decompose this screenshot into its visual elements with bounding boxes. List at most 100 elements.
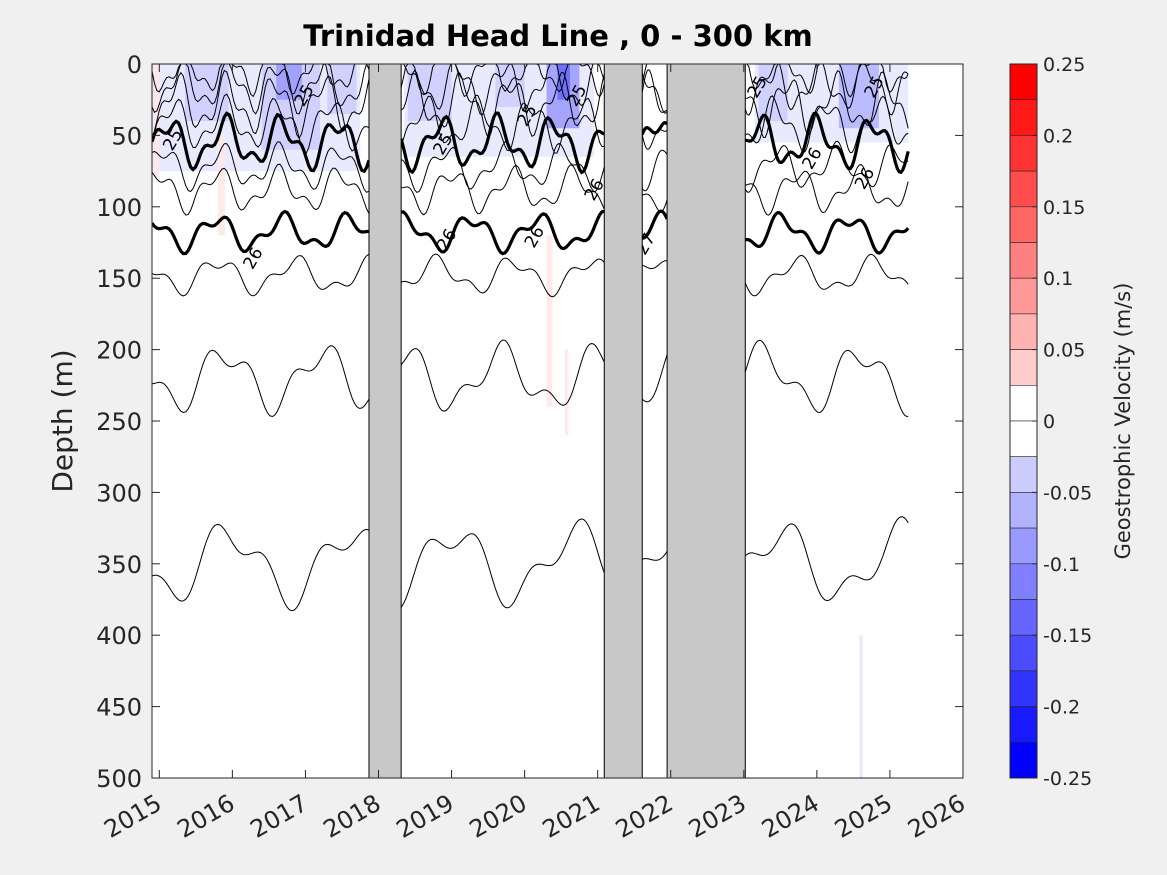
velocity-patch — [564, 349, 569, 436]
density-contour-line — [744, 516, 909, 602]
colorbar-swatch — [1009, 384, 1038, 422]
x-tick-label: 2022 — [611, 789, 678, 844]
x-tick-label: 2020 — [465, 789, 532, 844]
x-tick-label: 2019 — [392, 789, 459, 844]
y-tick-label: 50 — [111, 122, 142, 150]
data-gap-bar — [603, 63, 643, 779]
y-tick-label: 400 — [96, 622, 142, 650]
colorbar-tick-label: -0.2 — [1043, 697, 1080, 719]
colorbar-swatch — [1009, 741, 1038, 779]
colorbar-tick-label: -0.1 — [1043, 554, 1080, 576]
x-tick-label: 2026 — [903, 789, 970, 844]
data-gap-bar — [666, 63, 746, 779]
x-tick-label: 2015 — [99, 789, 166, 844]
density-contour-line — [745, 164, 909, 216]
colorbar-swatch — [1009, 349, 1038, 386]
colorbar-tick-label: 0.1 — [1043, 268, 1073, 290]
density-contour-line — [152, 209, 369, 256]
density-contour-line — [744, 64, 909, 116]
density-contours — [152, 64, 910, 612]
colorbar-swatch — [1009, 456, 1038, 493]
density-contour-line — [641, 69, 668, 113]
colorbar-swatch — [1009, 242, 1038, 279]
density-contour-line — [744, 339, 909, 417]
colorbar-tick-label: 0.25 — [1043, 54, 1085, 76]
colorbar-tick-label: 0.2 — [1043, 125, 1073, 147]
x-tick-label: 2017 — [246, 789, 313, 844]
colorbar-swatches — [1009, 63, 1038, 779]
colorbar-swatch — [1009, 420, 1038, 458]
density-contour-line — [152, 111, 371, 174]
density-contour-line — [745, 210, 910, 255]
density-contour-line — [744, 140, 909, 193]
colorbar-swatch — [1009, 563, 1038, 600]
y-tick-label: 150 — [96, 265, 142, 293]
colorbar-swatch — [1009, 492, 1038, 529]
density-contour-line — [400, 69, 605, 138]
colorbar-swatch — [1009, 706, 1038, 743]
y-tick-label: 350 — [96, 551, 142, 579]
y-axis-ticks: 0 50 100 150 200 250 300 350 400 450 500 — [96, 51, 963, 793]
colorbar-tick-label: -0.15 — [1043, 625, 1092, 647]
colorbar-ticks: 0.25 0.2 0.15 0.1 0.05 0 -0.05 -0.1 -0.15 -0.2 -0.… — [1032, 54, 1092, 790]
density-contour-line — [152, 345, 370, 418]
velocity-patch — [546, 235, 553, 407]
colorbar-label: Geostrophic Velocity (m/s) — [1111, 283, 1135, 560]
colorbar-tick-label: 0 — [1043, 411, 1055, 433]
y-axis-label: Depth (m) — [46, 349, 79, 492]
velocity-patch — [184, 64, 229, 122]
x-tick-label: 2016 — [172, 789, 239, 844]
density-contour-line — [152, 93, 370, 154]
y-tick-label: 300 — [96, 479, 142, 507]
density-contour-line — [642, 550, 668, 561]
density-contour-line — [399, 111, 606, 175]
colorbar-swatch — [1009, 135, 1038, 172]
density-contour-line — [400, 209, 605, 256]
colorbar-swatch — [1009, 527, 1038, 565]
density-contour-line — [641, 72, 668, 114]
density-contour-line — [744, 111, 910, 175]
colorbar-swatch — [1009, 206, 1038, 243]
density-contour-line — [152, 523, 370, 612]
y-tick-label: 250 — [96, 408, 142, 436]
density-contour-line — [152, 253, 370, 297]
colorbar-swatch — [1009, 99, 1038, 136]
y-tick-label: 450 — [96, 694, 142, 722]
colorbar-swatch — [1009, 313, 1038, 350]
x-tick-label: 2018 — [319, 789, 386, 844]
colorbar-tick-label: 0.05 — [1043, 340, 1085, 362]
density-contour-line — [152, 64, 369, 115]
x-tick-label: 2023 — [684, 789, 751, 844]
colorbar-tick-label: -0.05 — [1043, 482, 1092, 504]
y-tick-label: 200 — [96, 337, 142, 365]
density-contour-line — [642, 209, 669, 240]
density-contour-line — [152, 163, 370, 216]
density-contour-line — [401, 164, 605, 216]
colorbar-tick-label: -0.25 — [1043, 768, 1092, 790]
x-tick-label: 2021 — [538, 789, 605, 844]
x-tick-label: 2024 — [757, 789, 824, 844]
density-contour-line — [745, 95, 909, 154]
velocity-patch — [327, 64, 357, 114]
colorbar-swatch — [1009, 599, 1038, 636]
density-contour-line — [745, 64, 909, 98]
density-contour-line — [744, 253, 909, 297]
colorbar-swatch — [1009, 670, 1038, 707]
colorbar-swatch — [1009, 170, 1038, 208]
density-contour-line — [641, 64, 668, 85]
density-contour-line — [400, 64, 605, 116]
density-contour-line — [400, 518, 605, 609]
colorbar-tick-label: 0.15 — [1043, 197, 1085, 219]
colorbar: 0.25 0.2 0.15 0.1 0.05 0 -0.05 -0.1 -0.15 -0.2 -0.… — [1009, 54, 1092, 790]
density-contour-line — [401, 64, 605, 98]
density-contour-line — [642, 260, 668, 270]
density-contour-line — [641, 149, 668, 192]
colorbar-swatch — [1009, 63, 1038, 101]
density-contour-line — [641, 129, 668, 150]
density-contour-line — [641, 354, 668, 403]
density-contour-line — [400, 339, 605, 412]
data-gap-bar — [368, 63, 402, 779]
density-contour-line — [745, 70, 909, 139]
